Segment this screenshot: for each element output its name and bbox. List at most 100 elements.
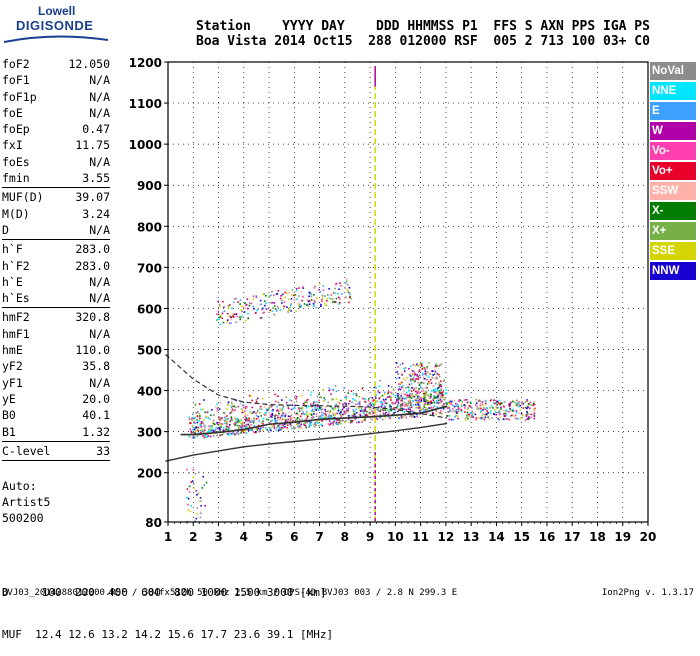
echo-point <box>502 418 505 421</box>
echo-point <box>439 380 442 383</box>
chart-axes <box>164 61 649 526</box>
echo-point <box>237 433 240 435</box>
echo-point <box>233 313 236 316</box>
echo-point <box>437 389 439 392</box>
y-tick-label: 1200 <box>129 56 162 70</box>
station-header: Station YYYY DAY DDD HHMMSS P1 FFS S AXN… <box>196 19 650 49</box>
echo-point <box>331 407 334 410</box>
echo-point <box>277 416 279 419</box>
echo-point <box>407 407 410 409</box>
echo-point <box>409 412 412 414</box>
echo-point <box>469 412 472 415</box>
echo-point <box>297 416 299 419</box>
echo-point <box>432 391 435 393</box>
echo-point <box>292 407 294 410</box>
echo-point <box>305 410 308 413</box>
echo-point <box>464 405 467 407</box>
echo-point <box>514 404 517 407</box>
echo-point <box>241 404 244 407</box>
echo-point <box>436 365 438 367</box>
echo-point <box>346 290 349 292</box>
param-row: h`F2 283.0 <box>2 258 110 274</box>
echo-point <box>363 409 366 412</box>
echo-point <box>287 407 290 410</box>
param-value: N/A <box>89 291 110 306</box>
echo-point <box>485 407 487 410</box>
echo-point <box>240 430 243 432</box>
echo-point <box>355 403 357 405</box>
echo-point <box>510 401 513 404</box>
echo-point <box>324 413 327 415</box>
y-tick-label: 400 <box>137 385 162 399</box>
echo-point <box>227 434 230 436</box>
echo-point <box>491 412 493 415</box>
echo-point <box>260 415 263 417</box>
echo-point <box>533 403 536 406</box>
echo-point <box>345 410 348 412</box>
echo-point <box>400 403 402 406</box>
echo-point <box>343 402 346 405</box>
echo-point <box>442 391 444 393</box>
echo-point <box>457 415 459 418</box>
echo-point <box>431 376 434 379</box>
echo-point <box>404 414 407 417</box>
echo-point <box>393 407 395 409</box>
param-row: foF1 N/A <box>2 72 110 88</box>
echo-point <box>298 303 301 306</box>
echo-point <box>400 395 403 397</box>
echo-point <box>301 299 303 302</box>
echo-point <box>530 413 533 416</box>
echo-point <box>238 425 240 428</box>
echo-point <box>344 287 346 289</box>
echo-point <box>495 402 497 405</box>
echo-point <box>245 432 248 435</box>
echo-point <box>249 429 252 431</box>
echo-point <box>278 429 280 432</box>
param-label: M(D) <box>2 206 30 221</box>
echo-point <box>400 392 403 395</box>
param-row: h`E N/A <box>2 274 110 290</box>
echo-point <box>192 417 195 419</box>
echo-point <box>307 415 309 418</box>
echo-point <box>508 405 511 407</box>
echo-point <box>439 402 442 404</box>
echo-point <box>327 410 329 412</box>
echo-point <box>328 412 330 414</box>
echo-point <box>412 363 415 366</box>
echo-point <box>276 401 279 403</box>
echo-point <box>345 420 347 422</box>
echo-point <box>388 408 391 411</box>
echo-point <box>287 308 290 311</box>
echo-point <box>328 420 331 423</box>
echo-point <box>416 363 418 366</box>
echo-point <box>285 292 288 294</box>
echo-point <box>409 372 412 375</box>
echo-point <box>316 421 319 424</box>
echo-point <box>276 293 279 295</box>
echo-point <box>285 418 287 421</box>
echo-point <box>339 301 341 304</box>
echo-point <box>333 413 336 415</box>
echo-point <box>279 426 281 429</box>
echo-point <box>423 402 426 404</box>
echo-point <box>461 405 463 407</box>
echo-point <box>279 408 281 411</box>
echo-point <box>396 396 399 399</box>
echo-point <box>488 418 490 420</box>
echo-point <box>396 395 399 397</box>
echo-point <box>269 428 271 430</box>
echo-point <box>204 411 206 414</box>
echo-point <box>261 308 263 311</box>
echo-point <box>216 403 219 405</box>
echo-point <box>351 414 354 417</box>
echo-point <box>285 396 288 399</box>
echo-point <box>192 436 195 439</box>
echo-point <box>509 403 511 406</box>
echo-point <box>466 401 469 404</box>
echo-point <box>313 287 316 289</box>
echo-point <box>281 302 283 304</box>
echo-point <box>257 427 259 429</box>
echo-point <box>221 430 224 432</box>
echo-point <box>470 414 473 417</box>
echo-point <box>287 405 289 408</box>
